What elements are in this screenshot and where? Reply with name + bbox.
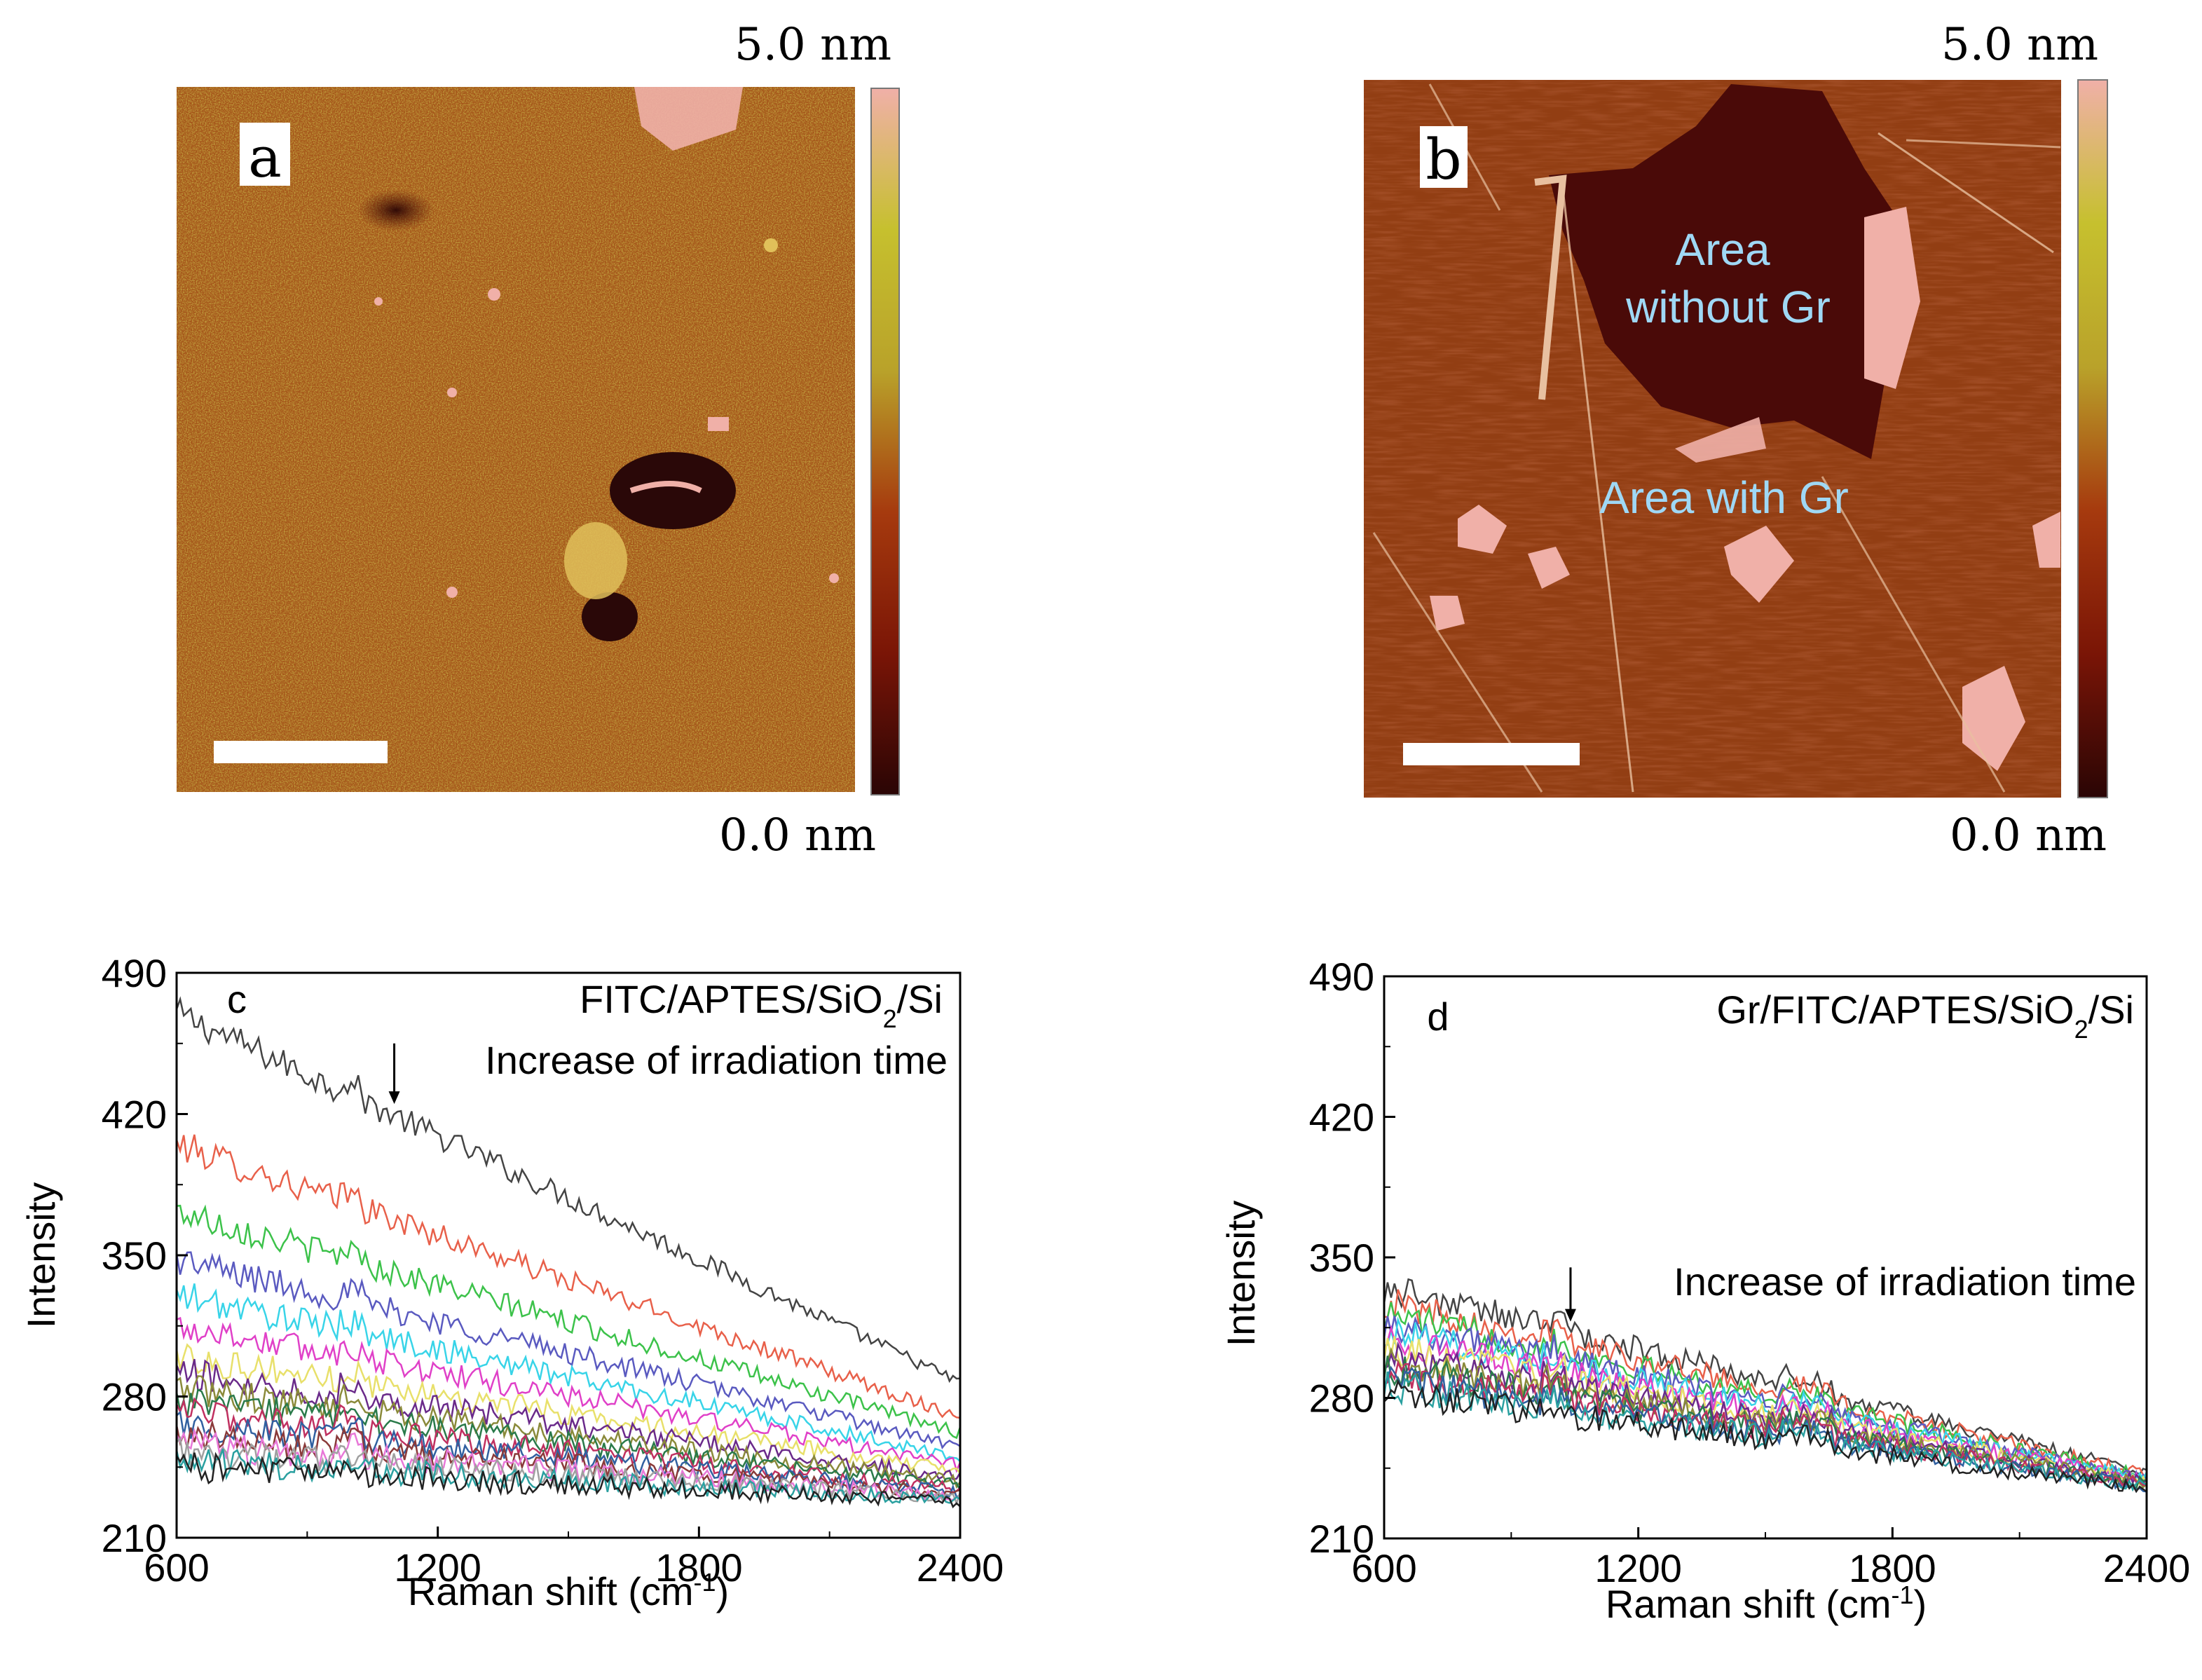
chart-d: 600 1200 1800 2400 210 280 350 420 490 d Gr/FITC… [1219, 955, 2190, 1626]
chart-d-ytick-label: 490 [1309, 955, 1374, 999]
chart-c-series-group [175, 996, 962, 1509]
chart-d-xtick-label: 600 [1351, 1546, 1416, 1590]
colorbar-b-min-label: 0.0 nm [1950, 810, 2107, 861]
chart-d-xtick-label: 1800 [1849, 1546, 1936, 1590]
colorbar-a-min-label: 0.0 nm [719, 810, 876, 861]
colorbar-b-max-label: 5.0 nm [1941, 19, 2098, 71]
chart-d-series-t14 [1383, 1379, 2147, 1494]
chart-d-ytick-label: 280 [1309, 1377, 1374, 1421]
chart-c-series-t4 [175, 1251, 961, 1449]
chart-c-panel-label: c [227, 977, 247, 1021]
chart-d-ylabel: Intensity [1219, 1201, 1263, 1347]
chart-c-series-t3 [176, 1204, 962, 1440]
chart-d-series-group [1383, 1278, 2148, 1494]
chart-d-xlabel: Raman shift (cm-1) [1606, 1580, 1927, 1627]
panel-b: b Area without Gr Area with Gr 5.0 nm 0.… [1364, 19, 2108, 861]
chart-c-xtick-label: 1200 [394, 1545, 481, 1590]
chart-d-panel-label: d [1427, 995, 1449, 1039]
chart-c-xtick-label: 1800 [655, 1545, 743, 1590]
chart-d-series-t3 [1383, 1302, 2148, 1483]
chart-c-series-t1 [175, 996, 961, 1384]
chart-c: 600 1200 1800 2400 210 280 350 420 490 c FITC/AP… [19, 951, 1004, 1613]
chart-d-annotation: Increase of irradiation time [1674, 1259, 2136, 1304]
chart-c-series-t6 [176, 1316, 962, 1473]
chart-c-series-t12 [176, 1410, 961, 1498]
chart-d-ytick-label: 210 [1309, 1517, 1374, 1561]
chart-c-ytick-label: 420 [102, 1093, 167, 1137]
chart-c-series-t17 [175, 1452, 961, 1509]
chart-c-xlabel: Raman shift (cm-1) [408, 1568, 729, 1614]
chart-d-ytick-label: 420 [1309, 1095, 1374, 1140]
chart-c-series-t10 [175, 1388, 962, 1491]
chart-c-series-t5 [175, 1283, 961, 1463]
chart-c-xtick-label: 2400 [917, 1545, 1004, 1590]
annotation-without-gr-line2: without Gr [1625, 282, 1831, 332]
chart-d-ticks: 600 1200 1800 2400 210 280 350 420 490 [1309, 955, 2191, 1590]
chart-c-annotation-arrowhead [388, 1091, 400, 1105]
chart-c-ticks: 600 1200 1800 2400 210 280 350 420 490 [102, 951, 1004, 1590]
panel-a-label-box [240, 123, 290, 186]
panel-a-label: a [248, 125, 282, 190]
chart-c-series-t11 [175, 1397, 961, 1494]
chart-d-series-t1 [1383, 1278, 2147, 1475]
afm-image-b [1364, 80, 2061, 798]
chart-c-ylabel: Intensity [19, 1182, 63, 1329]
chart-c-ytick-label: 350 [102, 1234, 167, 1278]
chart-d-title: Gr/FITC/APTES/SiO2/Si [1716, 988, 2134, 1044]
chart-c-ytick-label: 210 [102, 1516, 167, 1560]
chart-d-series-t5 [1383, 1316, 2148, 1481]
chart-c-series-t13 [175, 1419, 961, 1498]
chart-c-xtick-label: 600 [144, 1545, 209, 1590]
colorbar-a-max-label: 5.0 nm [734, 19, 891, 71]
annotation-without-gr-line1: Area [1675, 224, 1770, 275]
annotation-with-gr: Area with Gr [1599, 472, 1849, 523]
chart-d-xtick-label: 2400 [2103, 1546, 2191, 1590]
chart-c-series-t7 [175, 1343, 962, 1475]
chart-d-series-t6 [1383, 1324, 2148, 1487]
afm-image-a [177, 87, 855, 792]
chart-d-series-t7 [1383, 1336, 2148, 1487]
chart-c-ytick-label: 490 [102, 951, 167, 995]
scale-bar-a [214, 741, 388, 763]
chart-c-ytick-label: 280 [102, 1375, 167, 1419]
panel-a: a 5.0 nm 0.0 nm [177, 19, 900, 861]
chart-c-title: FITC/APTES/SiO2/Si [580, 977, 943, 1033]
chart-d-ytick-label: 350 [1309, 1236, 1374, 1280]
chart-d-xtick-label: 1200 [1594, 1546, 1682, 1590]
chart-d-annotation-arrowhead [1564, 1309, 1576, 1322]
chart-c-annotation: Increase of irradiation time [485, 1038, 948, 1082]
panel-b-label: b [1425, 127, 1461, 192]
panel-b-label-box [1420, 126, 1468, 188]
colorbar-b [2077, 79, 2108, 798]
colorbar-a [870, 88, 900, 795]
scale-bar-b [1403, 743, 1580, 765]
chart-c-series-t2 [175, 1134, 961, 1419]
chart-d-series-t2 [1383, 1289, 2147, 1478]
